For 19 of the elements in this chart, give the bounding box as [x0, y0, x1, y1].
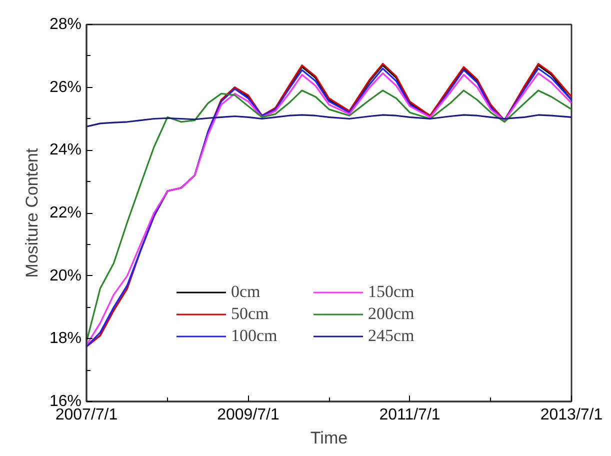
legend-label: 0cm [231, 282, 262, 302]
legend-label: 150cm [368, 282, 416, 302]
x-tick-label: 2011/7/1 [379, 406, 440, 424]
legend-label: 100cm [231, 326, 278, 346]
x-tick-label: 2007/7/1 [55, 406, 118, 424]
line-series [86, 114, 572, 128]
legend-label: 200cm [368, 304, 416, 324]
legend-label: 245cm [368, 326, 416, 346]
y-tick-label: 20% [49, 267, 82, 284]
legend-label: 50cm [231, 304, 270, 324]
y-tick-label: 22% [49, 204, 82, 222]
y-tick-label: 26% [49, 78, 82, 96]
y-tick-label: 24% [49, 142, 82, 159]
y-axis-title: Mositure Content [22, 148, 42, 278]
x-axis-title: Time [310, 428, 348, 448]
x-tick-label: 2009/7/1 [217, 406, 280, 424]
y-tick-label: 18% [49, 330, 82, 348]
x-tick-label: 2013/7/1 [540, 406, 603, 424]
y-tick-label: 28% [49, 16, 82, 33]
